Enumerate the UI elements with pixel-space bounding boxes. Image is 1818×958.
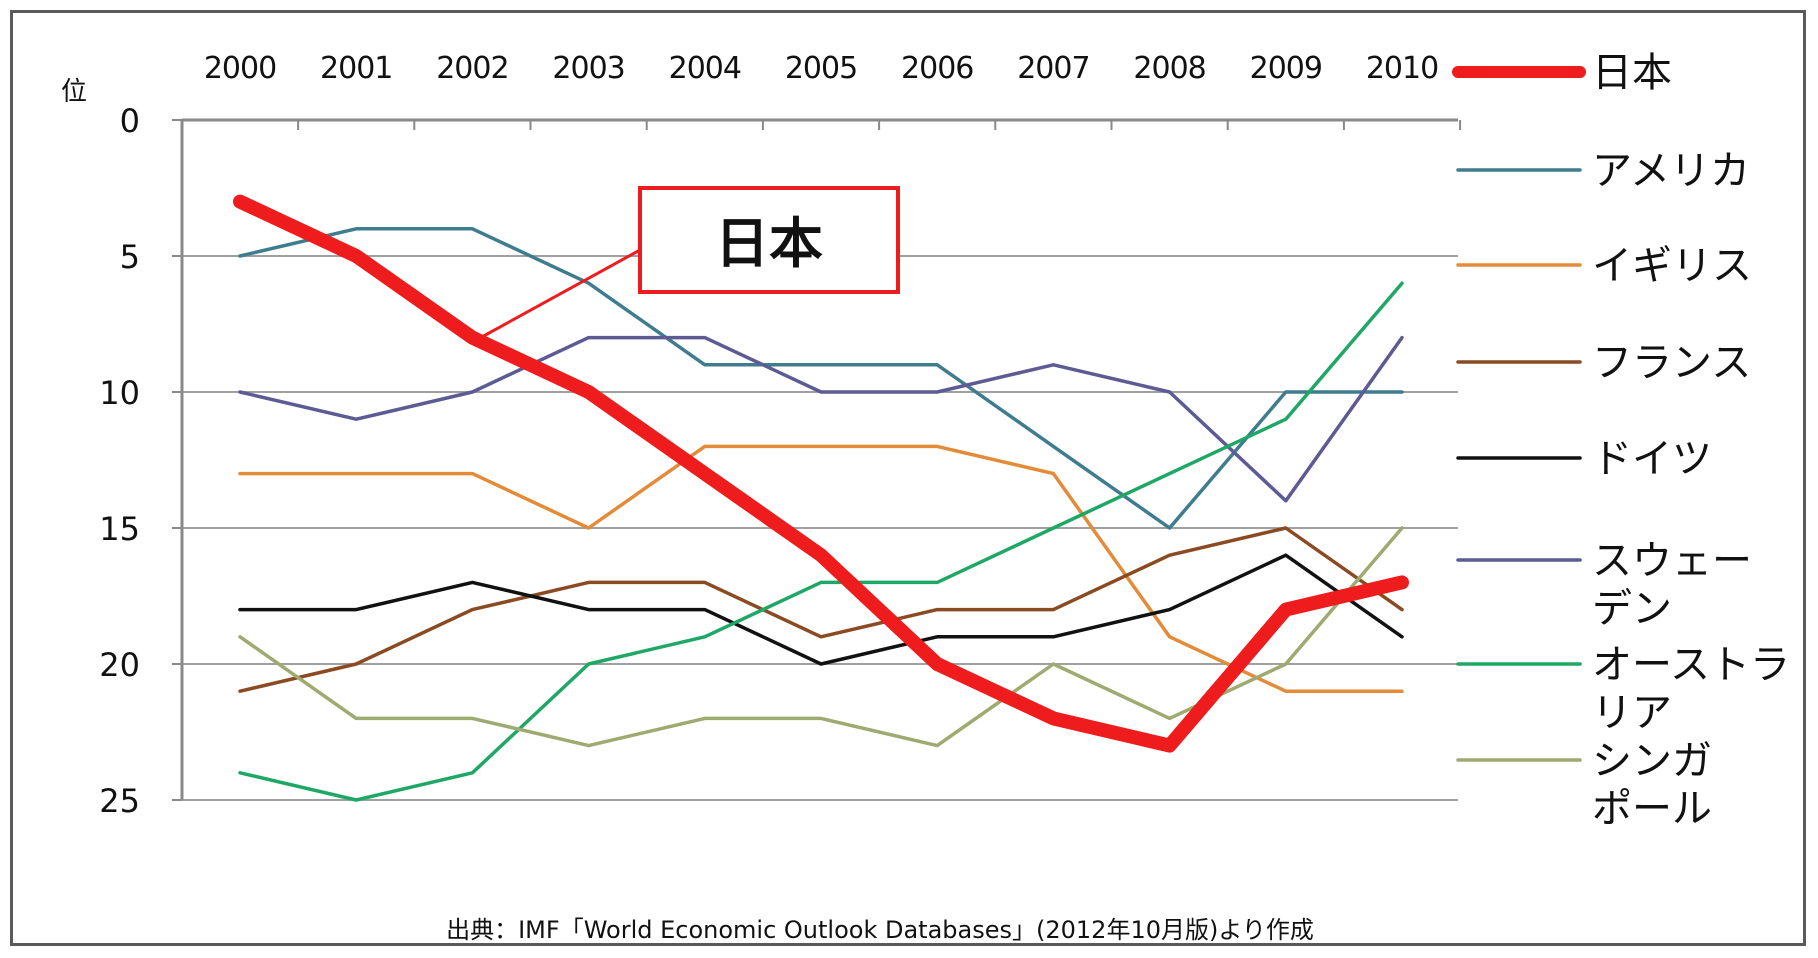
x-tick-label-2002: 2002 [436,51,508,86]
series-line-4 [240,555,1402,664]
x-tick-label-2003: 2003 [552,51,624,86]
x-tick-label-2009: 2009 [1250,51,1322,86]
legend-label-2: イギリス [1592,243,1752,289]
x-tick-label-2005: 2005 [785,51,857,86]
y-tick-label-5: 5 [120,238,140,276]
legend-label-3: フランス [1592,340,1751,386]
x-tick-label-2001: 2001 [320,51,392,86]
series-line-5 [240,338,1402,501]
x-tick-label-2010: 2010 [1366,51,1438,86]
legend-label-7: シンガ [1592,738,1712,784]
source-note: 出典：IMF「World Economic Outlook Databases」… [446,916,1314,944]
y-tick-label-20: 20 [99,646,140,684]
x-tick-label-2000: 2000 [204,51,276,86]
legend-label-6: オーストラ [1592,642,1790,688]
x-tick-label-2007: 2007 [1017,51,1089,86]
y-axis-label: 位 [61,77,87,107]
y-tick-label-0: 0 [120,102,140,140]
y-tick-label-10: 10 [99,374,140,412]
legend-label-7: ポール [1592,786,1712,832]
x-tick-label-2004: 2004 [669,51,741,86]
axes: 0 5 10 15 20 25 2000 2001 2002 2003 2004 2005 2006 20… [99,51,1460,820]
series-line-2 [240,446,1402,691]
legend-label-0: 日本 [1592,50,1672,96]
callout-leader-line [480,250,640,338]
legend-label-1: アメリカ [1592,148,1750,194]
x-tick-label-2008: 2008 [1133,51,1205,86]
legend-label-5: デン [1592,586,1672,632]
callout-label: 日本 [715,212,823,275]
legend-label-5: スウェー [1592,538,1752,584]
legend-label-6: リア [1592,690,1672,736]
legend-label-4: ドイツ [1592,436,1712,482]
x-tick-label-2006: 2006 [901,51,973,86]
y-tick-label-15: 15 [99,510,140,548]
y-tick-label-25: 25 [99,782,140,820]
